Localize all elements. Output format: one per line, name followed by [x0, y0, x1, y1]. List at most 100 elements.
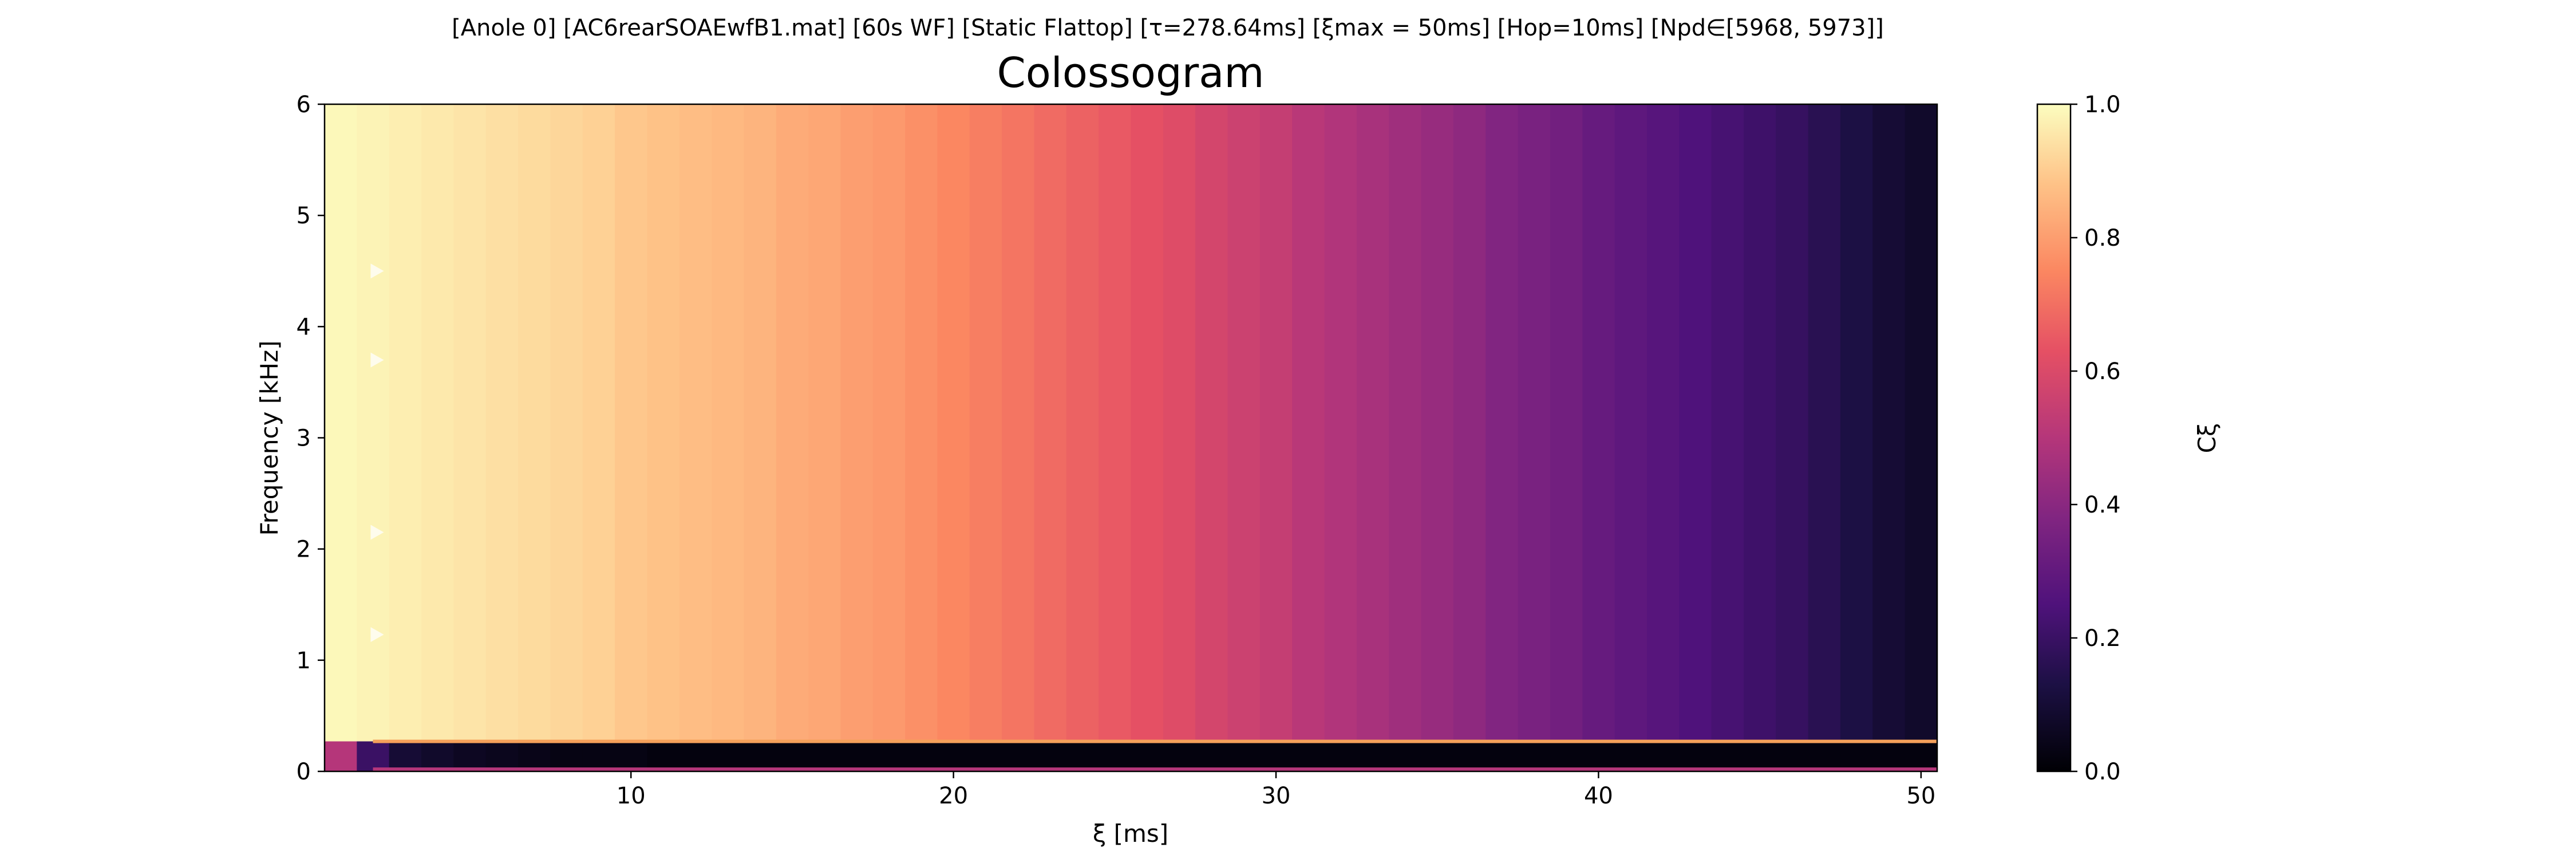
x-tick-label: 40	[1584, 783, 1613, 809]
y-tick-label: 1	[297, 648, 311, 674]
heatmap-cell-high	[1453, 104, 1486, 742]
heatmap-cell-low	[808, 741, 841, 771]
heatmap-cell-high	[1711, 104, 1744, 742]
heatmap-cell-high	[1389, 104, 1422, 742]
heatmap-cell-high	[1099, 104, 1132, 742]
highlight-lines	[373, 739, 1937, 771]
heatmap-cell-high	[1582, 104, 1615, 742]
heatmap-cell-high	[1679, 104, 1712, 742]
heatmap-cell-high	[905, 104, 938, 742]
heatmap-cell-low	[485, 741, 519, 771]
colorbar-tick-label: 1.0	[2084, 92, 2121, 118]
heatmap-cell-high	[1905, 104, 1938, 742]
peak-markers	[370, 263, 384, 643]
heatmap-cell-low	[840, 741, 874, 771]
heatmap-cell-low	[679, 741, 712, 771]
heatmap-cell-low	[1776, 741, 1809, 771]
heatmap-cell-low	[1356, 741, 1389, 771]
heatmap-cell-high	[1356, 104, 1389, 742]
heatmap-cell-high	[453, 104, 487, 742]
heatmap-cell-high	[1614, 104, 1647, 742]
heatmap-cell-high	[969, 104, 1002, 742]
heatmap-cell-low	[1421, 741, 1454, 771]
heatmap-cell-high	[615, 104, 647, 742]
heatmap-cell-low	[647, 741, 680, 771]
heatmap-cell-high	[1002, 104, 1035, 742]
heatmap-cell-low	[1808, 741, 1841, 771]
heatmap-cell-high	[1195, 104, 1228, 742]
x-axis-label: ξ [ms]	[1093, 819, 1168, 848]
y-tick-label: 6	[297, 92, 311, 118]
y-tick-label: 3	[297, 425, 311, 452]
heatmap-cell-high	[485, 104, 519, 742]
x-tick-label: 20	[939, 783, 968, 809]
heatmap-cell-low	[1292, 741, 1325, 771]
heatmap-cell-low	[1550, 741, 1583, 771]
heatmap-cell-high	[1131, 104, 1164, 742]
colorbar-tick-label: 0.4	[2084, 492, 2121, 518]
heatmap-cell-high	[1518, 104, 1551, 742]
figure-suptitle: [Anole 0] [AC6rearSOAEwfB1.mat] [60s WF]…	[452, 15, 1884, 41]
x-axis-ticks: 10 20 30 40 50	[617, 771, 1935, 809]
heatmap-cell-low	[582, 741, 615, 771]
colorbar-ticks: 0.0 0.2 0.4 0.6 0.8 1.0	[2071, 92, 2121, 785]
heatmap-cell-low	[937, 741, 970, 771]
heatmap-cell-high	[808, 104, 841, 742]
heatmap-cell-low	[1872, 741, 1906, 771]
heatmap-cell-low	[518, 741, 551, 771]
heatmap-cell-low	[1518, 741, 1551, 771]
heatmap-cell-high	[389, 104, 422, 742]
heatmap-cell-high	[1808, 104, 1841, 742]
heatmap-cell-high	[776, 104, 809, 742]
heatmap-cell-low	[1099, 741, 1132, 771]
heatmap-cell-high	[421, 104, 454, 742]
heatmap-cell-high	[582, 104, 615, 742]
heatmap-cell-high	[1292, 104, 1325, 742]
heatmap-cell-high	[1034, 104, 1067, 742]
y-tick-label: 5	[297, 203, 311, 229]
heatmap-cell-low	[453, 741, 487, 771]
heatmap-cell-low	[1034, 741, 1067, 771]
heatmap-cell-low	[1259, 741, 1293, 771]
heatmap-cell-high	[1550, 104, 1583, 742]
heatmap-cell-high	[679, 104, 712, 742]
heatmap-cell-high	[357, 104, 390, 742]
heatmap-cell-high	[1872, 104, 1906, 742]
heatmap-cell-high	[1421, 104, 1454, 742]
heatmap-cell-low	[1066, 741, 1099, 771]
heatmap-cell-low	[357, 741, 390, 771]
colorbar-tick-label: 0.2	[2084, 625, 2121, 652]
heatmap-cell-low	[905, 741, 938, 771]
heatmap-cell-low	[1453, 741, 1486, 771]
heatmap-cell-low	[1324, 741, 1357, 771]
heatmap-cell-high	[1259, 104, 1293, 742]
y-tick-label: 2	[297, 537, 311, 563]
heatmap-cell-low	[1582, 741, 1615, 771]
x-tick-label: 50	[1906, 783, 1935, 809]
heatmap-cell-high	[840, 104, 874, 742]
heatmap-cell-low	[1002, 741, 1035, 771]
heatmap-cell-low	[1131, 741, 1164, 771]
colorbar-tick-label: 0.8	[2084, 225, 2121, 251]
chart-title: Colossogram	[997, 49, 1264, 97]
heatmap-cell-low	[1227, 741, 1261, 771]
heatmap-cell-low	[1614, 741, 1647, 771]
heatmap-cell-low	[776, 741, 809, 771]
heatmap-cells	[325, 104, 1938, 771]
heatmap-cell-low	[1743, 741, 1776, 771]
heatmap-cell-low	[615, 741, 647, 771]
heatmap-cell-high	[1776, 104, 1809, 742]
heatmap-cell-high	[1840, 104, 1873, 742]
heatmap-cell-high	[647, 104, 680, 742]
heatmap-cell-high	[712, 104, 745, 742]
heatmap-cell-low	[969, 741, 1002, 771]
heatmap-cell-low	[1163, 741, 1196, 771]
heatmap-cell-low	[421, 741, 454, 771]
heatmap-cell-low	[1389, 741, 1422, 771]
heatmap-cell-low	[325, 741, 357, 771]
heatmap-cell-low	[1679, 741, 1712, 771]
triangle-marker	[370, 263, 384, 279]
triangle-marker	[370, 352, 384, 368]
heatmap-cell-low	[1711, 741, 1744, 771]
heatmap-cell-high	[1324, 104, 1357, 742]
